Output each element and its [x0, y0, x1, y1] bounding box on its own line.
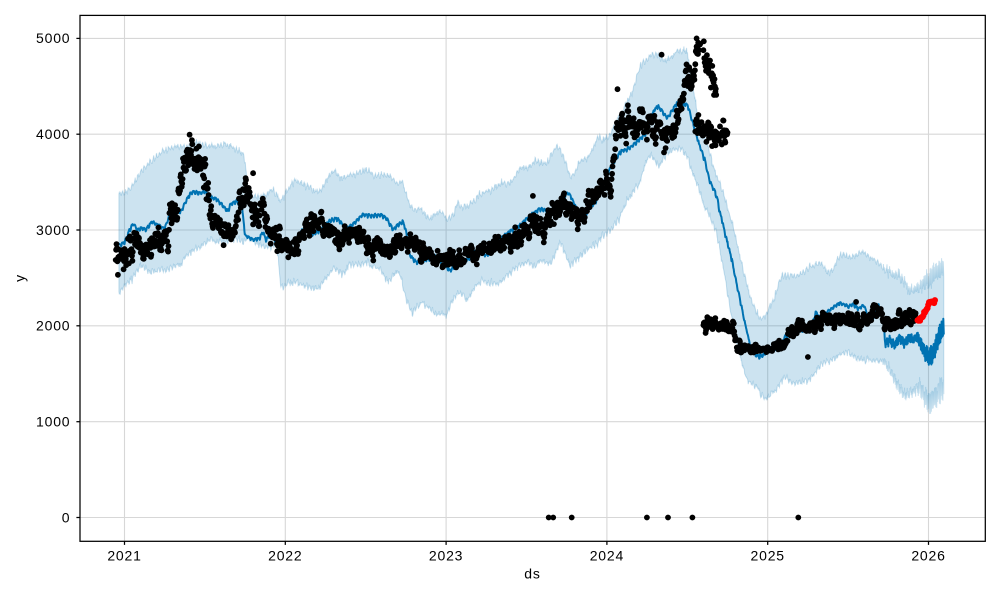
svg-text:2026: 2026	[911, 548, 945, 564]
svg-text:2022: 2022	[268, 548, 302, 564]
svg-text:4000: 4000	[36, 126, 70, 142]
svg-text:2000: 2000	[36, 318, 70, 334]
svg-text:1000: 1000	[36, 414, 70, 430]
svg-text:0: 0	[62, 509, 71, 525]
svg-text:5000: 5000	[36, 30, 70, 46]
svg-text:y: y	[12, 274, 28, 282]
svg-text:2021: 2021	[107, 548, 141, 564]
svg-text:3000: 3000	[36, 222, 70, 238]
svg-text:ds: ds	[524, 566, 540, 582]
svg-text:2024: 2024	[590, 548, 624, 564]
svg-text:2023: 2023	[429, 548, 463, 564]
svg-text:2025: 2025	[751, 548, 785, 564]
